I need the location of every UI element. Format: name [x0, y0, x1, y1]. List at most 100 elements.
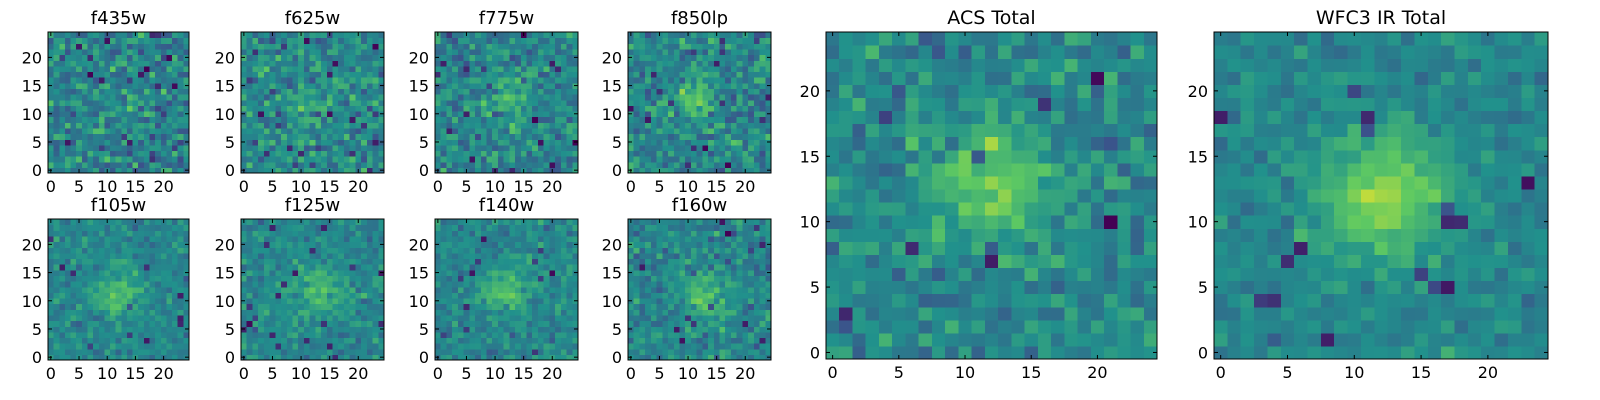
heatmap-cell — [172, 337, 179, 344]
heatmap-cell — [463, 88, 470, 95]
heatmap-cell — [59, 337, 66, 344]
axes-frame — [240, 218, 385, 361]
heatmap-cell — [143, 264, 151, 271]
heatmap-cell — [76, 247, 83, 254]
heatmap-cell — [549, 71, 556, 78]
heatmap-cell — [673, 48, 681, 56]
panel-title: f850lp — [671, 8, 728, 29]
heatmap-cell — [281, 122, 288, 129]
heatmap-cell — [673, 354, 681, 361]
heatmap-cell — [366, 48, 374, 56]
heatmap-cell — [742, 281, 749, 288]
heatmap-cell — [708, 133, 715, 140]
heatmap-cell — [492, 156, 499, 163]
heatmap-cell — [298, 326, 305, 333]
heatmap-cell — [549, 65, 556, 73]
heatmap-cell — [532, 297, 539, 305]
heatmap-cell — [526, 337, 533, 344]
heatmap-cell — [532, 65, 539, 73]
heatmap-cell — [497, 252, 505, 260]
heatmap-cell — [332, 60, 339, 67]
heatmap-cell — [452, 32, 459, 39]
heatmap-cell — [503, 326, 510, 333]
heatmap-cell — [730, 337, 738, 344]
heatmap-cell — [155, 264, 162, 271]
heatmap-cell — [753, 275, 761, 282]
heatmap-cell — [115, 116, 122, 123]
heatmap-cell — [132, 139, 139, 146]
heatmap-cell — [549, 37, 556, 44]
heatmap-cell — [343, 314, 351, 322]
heatmap-cell — [332, 309, 339, 316]
heatmap-cell — [463, 71, 470, 78]
heatmap-cell — [662, 144, 669, 152]
heatmap-cell — [160, 77, 168, 84]
heatmap-cell — [372, 343, 379, 350]
heatmap-cell — [492, 343, 499, 350]
heatmap-cell — [126, 43, 134, 50]
heatmap-cell — [166, 71, 173, 78]
heatmap-cell — [361, 258, 368, 265]
heatmap-cell — [143, 224, 151, 231]
heatmap-cell — [446, 303, 453, 310]
heatmap-cell — [633, 292, 641, 299]
heatmap-cell — [121, 258, 128, 265]
heatmap-cell — [475, 258, 482, 265]
heatmap-cell — [281, 110, 288, 118]
heatmap-cell — [64, 167, 72, 174]
heatmap-cell — [685, 105, 692, 112]
heatmap-cell — [532, 122, 539, 129]
heatmap-cell — [349, 320, 356, 327]
heatmap-cell — [662, 354, 669, 361]
heatmap-cell — [303, 122, 311, 129]
heatmap-cell — [166, 320, 173, 327]
heatmap-cell — [753, 303, 761, 310]
heatmap-cell — [275, 326, 282, 333]
heatmap-cell — [252, 309, 259, 316]
heatmap-cell — [742, 88, 749, 95]
heatmap-cell — [753, 343, 761, 350]
heatmap-cell — [246, 247, 254, 254]
heatmap-cell — [440, 82, 448, 89]
heatmap-cell — [138, 275, 145, 282]
heatmap-cell — [719, 337, 726, 344]
heatmap-cell — [378, 156, 385, 163]
heatmap-cell — [440, 48, 448, 56]
heatmap-cell — [59, 275, 66, 282]
heatmap-cell — [497, 88, 505, 95]
heatmap-cell — [537, 281, 545, 288]
heatmap-cell — [566, 297, 573, 305]
heatmap-cell — [492, 320, 499, 327]
heatmap-cell — [549, 292, 556, 299]
heatmap-cell — [258, 314, 265, 322]
heatmap-cell — [48, 105, 55, 112]
heatmap-cell — [725, 127, 732, 135]
heatmap-cell — [366, 156, 374, 163]
heatmap-cell — [673, 156, 681, 163]
heatmap-cell — [332, 297, 339, 305]
heatmap-cell — [673, 94, 681, 101]
heatmap-cell — [126, 247, 134, 254]
heatmap-cell — [656, 77, 663, 84]
heatmap-cell — [366, 127, 374, 135]
heatmap-cell — [486, 331, 493, 339]
heatmap-cell — [315, 252, 322, 260]
heatmap-cell — [572, 88, 579, 95]
heatmap-cell — [685, 110, 692, 118]
heatmap-cell — [126, 303, 134, 310]
heatmap-cell — [172, 139, 179, 146]
heatmap-cell — [303, 105, 311, 112]
heatmap-cell — [321, 48, 328, 56]
heatmap-cell — [303, 224, 311, 231]
heatmap-cell — [292, 224, 299, 231]
heatmap-cell — [166, 133, 173, 140]
heatmap-cell — [298, 252, 305, 260]
heatmap-cell — [298, 309, 305, 316]
heatmap-cell — [292, 161, 299, 168]
heatmap-cell — [486, 77, 493, 84]
heatmap-cell — [440, 65, 448, 73]
heatmap-cell — [452, 230, 459, 237]
heatmap-cell — [98, 156, 105, 163]
heatmap-cell — [673, 297, 681, 305]
heatmap-cell — [349, 43, 356, 50]
